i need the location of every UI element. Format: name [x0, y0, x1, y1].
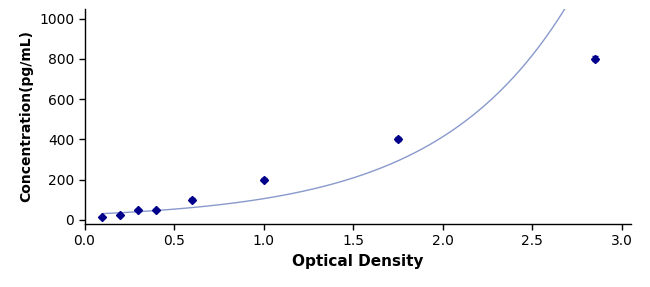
Y-axis label: Concentration(pg/mL): Concentration(pg/mL) — [20, 30, 33, 202]
X-axis label: Optical Density: Optical Density — [292, 254, 423, 269]
